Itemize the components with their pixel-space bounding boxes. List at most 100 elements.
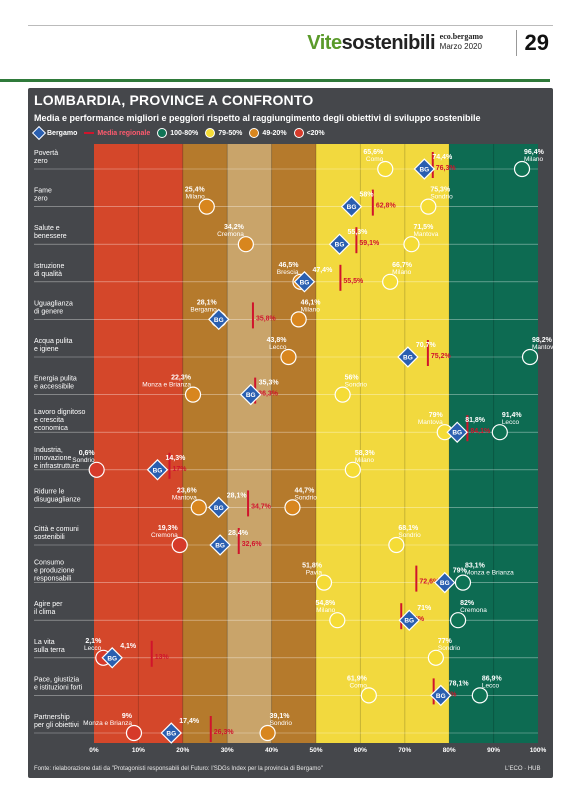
low-value-circle [88,461,105,478]
band-brown-2 [271,144,316,743]
band-green [449,144,538,743]
low-value-circle [237,236,254,253]
high-province-label: Sondrio [345,382,368,389]
low-value-circle [184,386,202,403]
low-province-label: Milano [186,194,206,201]
low-value-circle [280,348,297,366]
media-label: 72,6% [419,579,440,586]
x-tick-label: 90% [487,747,500,754]
low-value-circle [125,724,143,742]
high-province-label: Lecco [482,682,500,689]
bergamo-value-label: 28,1% [227,492,248,499]
legend-band-1: 100-80% [157,128,198,138]
high-value-circle [420,198,437,215]
low-value-circle [171,536,188,554]
row-label: Uguaglianza di genere [34,300,73,315]
bergamo-diamond [293,271,316,293]
low-province-label: Cremona [217,231,244,238]
low-province-label: Bergamo [190,306,217,313]
media-label: 75,2% [431,353,452,360]
bergamo-value-label: 78,1% [449,680,470,687]
high-province-label: Sondrio [294,494,317,501]
low-province-label: Mantova [172,494,197,501]
bergamo-diamond [340,195,363,218]
yellow-circle-icon [205,128,216,138]
high-value-circle [334,386,351,403]
row-label: Industria, innovazione e infrastrutture [34,447,79,470]
bergamo-value-label: 58% [360,192,375,199]
low-value-label: 34,2% [224,224,245,231]
bergamo-value-label: 74,4% [432,154,453,161]
low-value-label: 79% [429,412,444,419]
bergamo-diamond [160,722,183,744]
high-province-label: Lecco [502,419,520,426]
low-province-label: Cremona [151,532,178,539]
band-red [94,144,183,743]
media-label: 17% [172,466,187,473]
high-province-label: Sondrio [438,645,461,652]
high-value-circle [382,273,399,290]
high-value-circle [454,574,472,591]
chart-title: LOMBARDIA, PROVINCE A CONFRONTO [34,92,314,108]
high-value-circle [290,311,307,328]
low-province-label: Mantova [418,419,443,426]
page-header: Vitesostenibili eco.bergamo Marzo 2020 2… [28,28,553,68]
low-value-label: 23,6% [177,487,198,494]
high-value-circle [471,687,488,704]
legend-band-4: <20% [293,128,325,138]
legend: Bergamo Media regionale 100-80% 79-50% 4… [31,125,325,141]
low-value-label: 2,1% [85,638,102,645]
media-label: 26,3% [214,729,235,736]
low-value-label: 61,9% [347,675,368,682]
orange-circle-icon [249,128,260,138]
row-label: Istruzione di qualità [34,263,64,278]
high-value-label: 96,4% [524,149,545,156]
x-tick-label: 50% [309,747,322,754]
row-label: Lavoro dignitoso e crescita economica [34,409,85,432]
red-circle-icon [293,128,304,138]
bergamo-diamond [430,684,452,707]
bergamo-diamond [208,496,230,519]
media-label: 84,1% [470,428,491,435]
bergamo-badge: BG [440,580,450,587]
bergamo-badge: BG [214,505,224,512]
high-value-label: 68,1% [398,525,419,532]
row-label: Povertà zero [34,150,58,165]
bergamo-badge: BG [419,167,429,174]
high-value-label: 39,1% [270,713,291,720]
low-value-circle [329,612,346,629]
low-province-label: Milano [316,607,336,614]
x-tick-label: 30% [221,747,234,754]
bergamo-badge: BG [246,392,256,399]
high-province-label: Monza e Brianza [465,570,514,577]
bergamo-diamond [328,233,351,255]
low-value-label: 0,6% [79,450,96,457]
low-province-label: Lecco [84,645,102,652]
red-line-icon [84,132,95,134]
bergamo-diamond [446,421,468,443]
media-label: 55,5% [343,278,364,285]
low-province-label: Como [349,682,367,689]
bergamo-badge: BG [436,693,446,700]
high-province-label: Sondrio [270,720,293,727]
bergamo-badge: BG [404,618,414,625]
high-value-label: 58,3% [355,450,376,457]
low-value-circle [190,499,207,516]
high-value-circle [403,236,420,253]
media-label: 13% [155,654,170,661]
low-value-circle [377,160,394,178]
top-rule [28,25,553,26]
high-value-label: 75,3% [430,187,451,194]
bergamo-diamond [146,459,169,481]
row-label: Ridurre le disuguaglianze [34,488,81,503]
media-label: 76,3% [436,165,457,172]
bergamo-badge: BG [153,467,163,474]
high-province-label: Cremona [460,607,487,614]
media-label: 32,6% [242,541,263,548]
high-value-label: 91,4% [502,412,523,419]
low-province-label: Como [366,156,384,163]
row-label: La vita sulla terra [34,639,65,654]
bergamo-badge: BG [347,204,357,211]
row-label: Consumo e produzione responsabili [34,560,75,583]
